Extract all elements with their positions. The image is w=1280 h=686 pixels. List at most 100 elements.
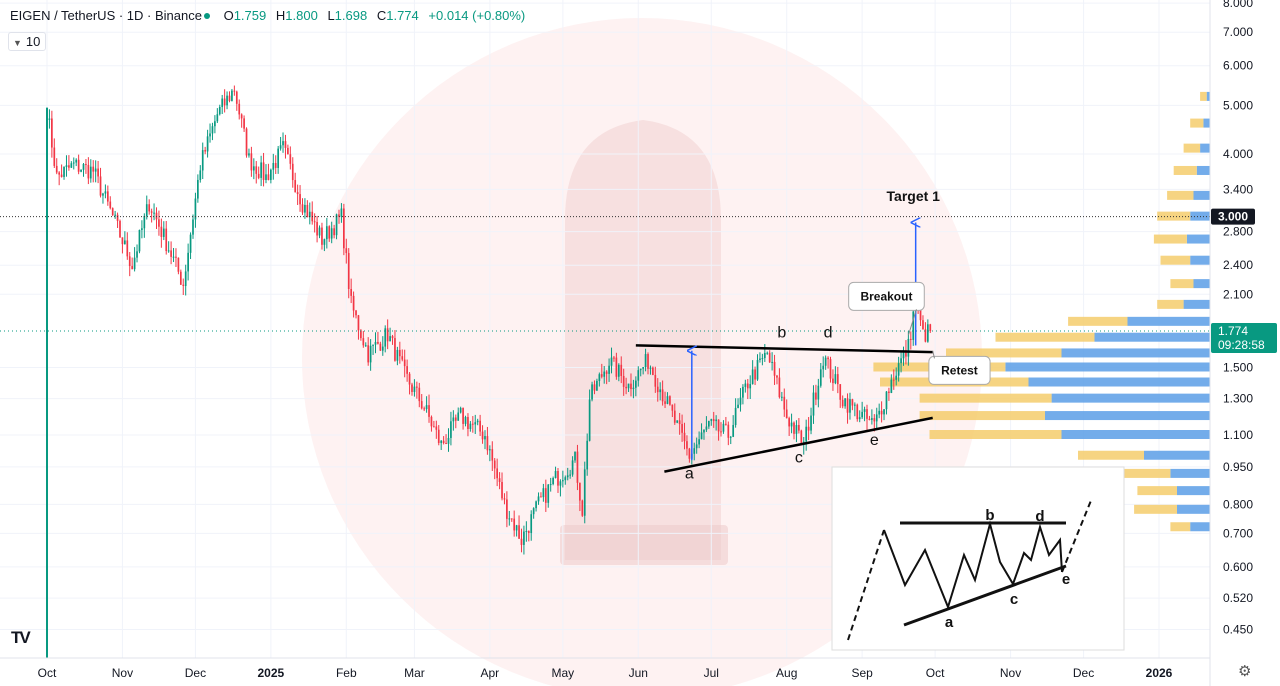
candle-body bbox=[790, 422, 793, 427]
candle-body bbox=[613, 357, 615, 359]
candle-body bbox=[279, 145, 282, 149]
candle-body bbox=[686, 441, 688, 449]
price-tick-label: 0.450 bbox=[1223, 623, 1253, 637]
candle-body bbox=[68, 165, 70, 168]
vp-bar-down bbox=[1160, 255, 1191, 265]
tradingview-logo-icon[interactable]: TV bbox=[11, 628, 31, 647]
candle-body bbox=[457, 412, 460, 421]
time-tick-label: 2026 bbox=[1146, 666, 1173, 680]
candle-body bbox=[228, 95, 231, 101]
time-tick-label: Nov bbox=[1000, 666, 1021, 680]
candle-body bbox=[70, 163, 73, 168]
candle-body bbox=[664, 401, 666, 404]
candle-body bbox=[812, 392, 815, 416]
candle-body bbox=[433, 426, 435, 428]
candle-body bbox=[627, 383, 630, 389]
vp-bar-down bbox=[1137, 486, 1177, 496]
candle-body bbox=[262, 162, 265, 180]
candle-body bbox=[756, 359, 759, 380]
candle-body bbox=[284, 141, 287, 148]
vp-bar-down bbox=[1120, 468, 1171, 478]
candle-body bbox=[53, 147, 56, 166]
candle-body bbox=[798, 424, 800, 431]
candle-body bbox=[377, 341, 379, 344]
vp-bar-up bbox=[1190, 522, 1210, 532]
vp-bar-up bbox=[1183, 299, 1210, 309]
candle-body bbox=[401, 356, 404, 360]
inset-diagram: b d a c e bbox=[831, 466, 1125, 651]
candle-body bbox=[661, 389, 664, 402]
time-tick-label: Apr bbox=[481, 666, 500, 680]
candle-body bbox=[94, 168, 97, 172]
candle-body bbox=[143, 216, 146, 229]
last-price-tag bbox=[1211, 322, 1277, 353]
candle-body bbox=[861, 411, 863, 418]
vp-bar-up bbox=[1177, 486, 1210, 496]
candle-body bbox=[542, 488, 545, 498]
candle-body bbox=[924, 329, 927, 342]
vp-bar-up bbox=[1193, 190, 1210, 200]
candle-body bbox=[158, 219, 160, 227]
volume-profile bbox=[873, 91, 1210, 532]
time-tick-label: Dec bbox=[1073, 666, 1094, 680]
candle-body bbox=[501, 482, 503, 499]
low-label: L bbox=[327, 8, 335, 23]
candle-body bbox=[632, 387, 635, 390]
target-price-tag bbox=[1211, 208, 1255, 225]
candle-body bbox=[80, 169, 82, 172]
price-tick-label: 0.520 bbox=[1223, 591, 1253, 605]
last-price-tag-text: 1.774 bbox=[1218, 324, 1248, 338]
candle-body bbox=[372, 344, 374, 346]
price-tick-label: 5.000 bbox=[1223, 98, 1253, 112]
symbol-header[interactable]: EIGEN / TetherUS · 1D · Binance O1.759 H… bbox=[10, 8, 525, 23]
candle-body bbox=[345, 248, 348, 254]
candle-body bbox=[566, 475, 569, 478]
candle-body bbox=[557, 471, 559, 486]
inset-dashed-out bbox=[1061, 497, 1093, 573]
candle-body bbox=[885, 391, 888, 410]
candle-body bbox=[564, 477, 567, 481]
wave-label-e: e bbox=[870, 432, 879, 449]
candle-body bbox=[447, 437, 450, 444]
candle-body bbox=[355, 310, 357, 316]
vp-bar-down bbox=[1190, 118, 1204, 128]
candle-body bbox=[291, 163, 294, 181]
candle-body bbox=[754, 369, 756, 380]
indicator-toggle[interactable]: ▼ 10 bbox=[8, 32, 47, 51]
candle-body bbox=[316, 222, 318, 236]
candle-body bbox=[695, 444, 698, 449]
gear-icon[interactable]: ⚙ bbox=[1238, 663, 1252, 680]
candle-body bbox=[85, 164, 87, 166]
candle-body bbox=[780, 396, 783, 398]
candle-body bbox=[148, 204, 151, 212]
candle-body bbox=[523, 531, 525, 545]
candle-body bbox=[420, 401, 423, 409]
candle-body bbox=[873, 418, 876, 422]
candle-body bbox=[467, 417, 469, 430]
candle-body bbox=[116, 214, 119, 221]
candle-body bbox=[153, 212, 155, 214]
candle-body bbox=[206, 136, 209, 152]
candle-body bbox=[138, 229, 141, 252]
open-label: O bbox=[223, 8, 234, 23]
inset-label-c: c bbox=[1010, 591, 1018, 608]
candle-body bbox=[778, 377, 781, 398]
candle-body bbox=[895, 375, 898, 380]
candle-body bbox=[649, 367, 652, 369]
candle-body bbox=[102, 193, 104, 196]
candle-body bbox=[255, 166, 258, 174]
candle-body bbox=[145, 204, 148, 217]
time-tick-label: Mar bbox=[404, 666, 425, 680]
candle-body bbox=[287, 147, 289, 155]
close-value: 1.774 bbox=[386, 8, 419, 23]
candle-body bbox=[537, 496, 540, 502]
candle-body bbox=[484, 436, 486, 440]
candle-body bbox=[625, 386, 627, 389]
vp-bar-up bbox=[1061, 348, 1210, 358]
candle-body bbox=[751, 369, 754, 385]
symbol-title[interactable]: EIGEN / TetherUS · 1D · Binance bbox=[10, 8, 202, 23]
candle-body bbox=[114, 214, 116, 216]
candle-body bbox=[167, 250, 170, 252]
watermark-bullet-icon bbox=[565, 120, 721, 560]
